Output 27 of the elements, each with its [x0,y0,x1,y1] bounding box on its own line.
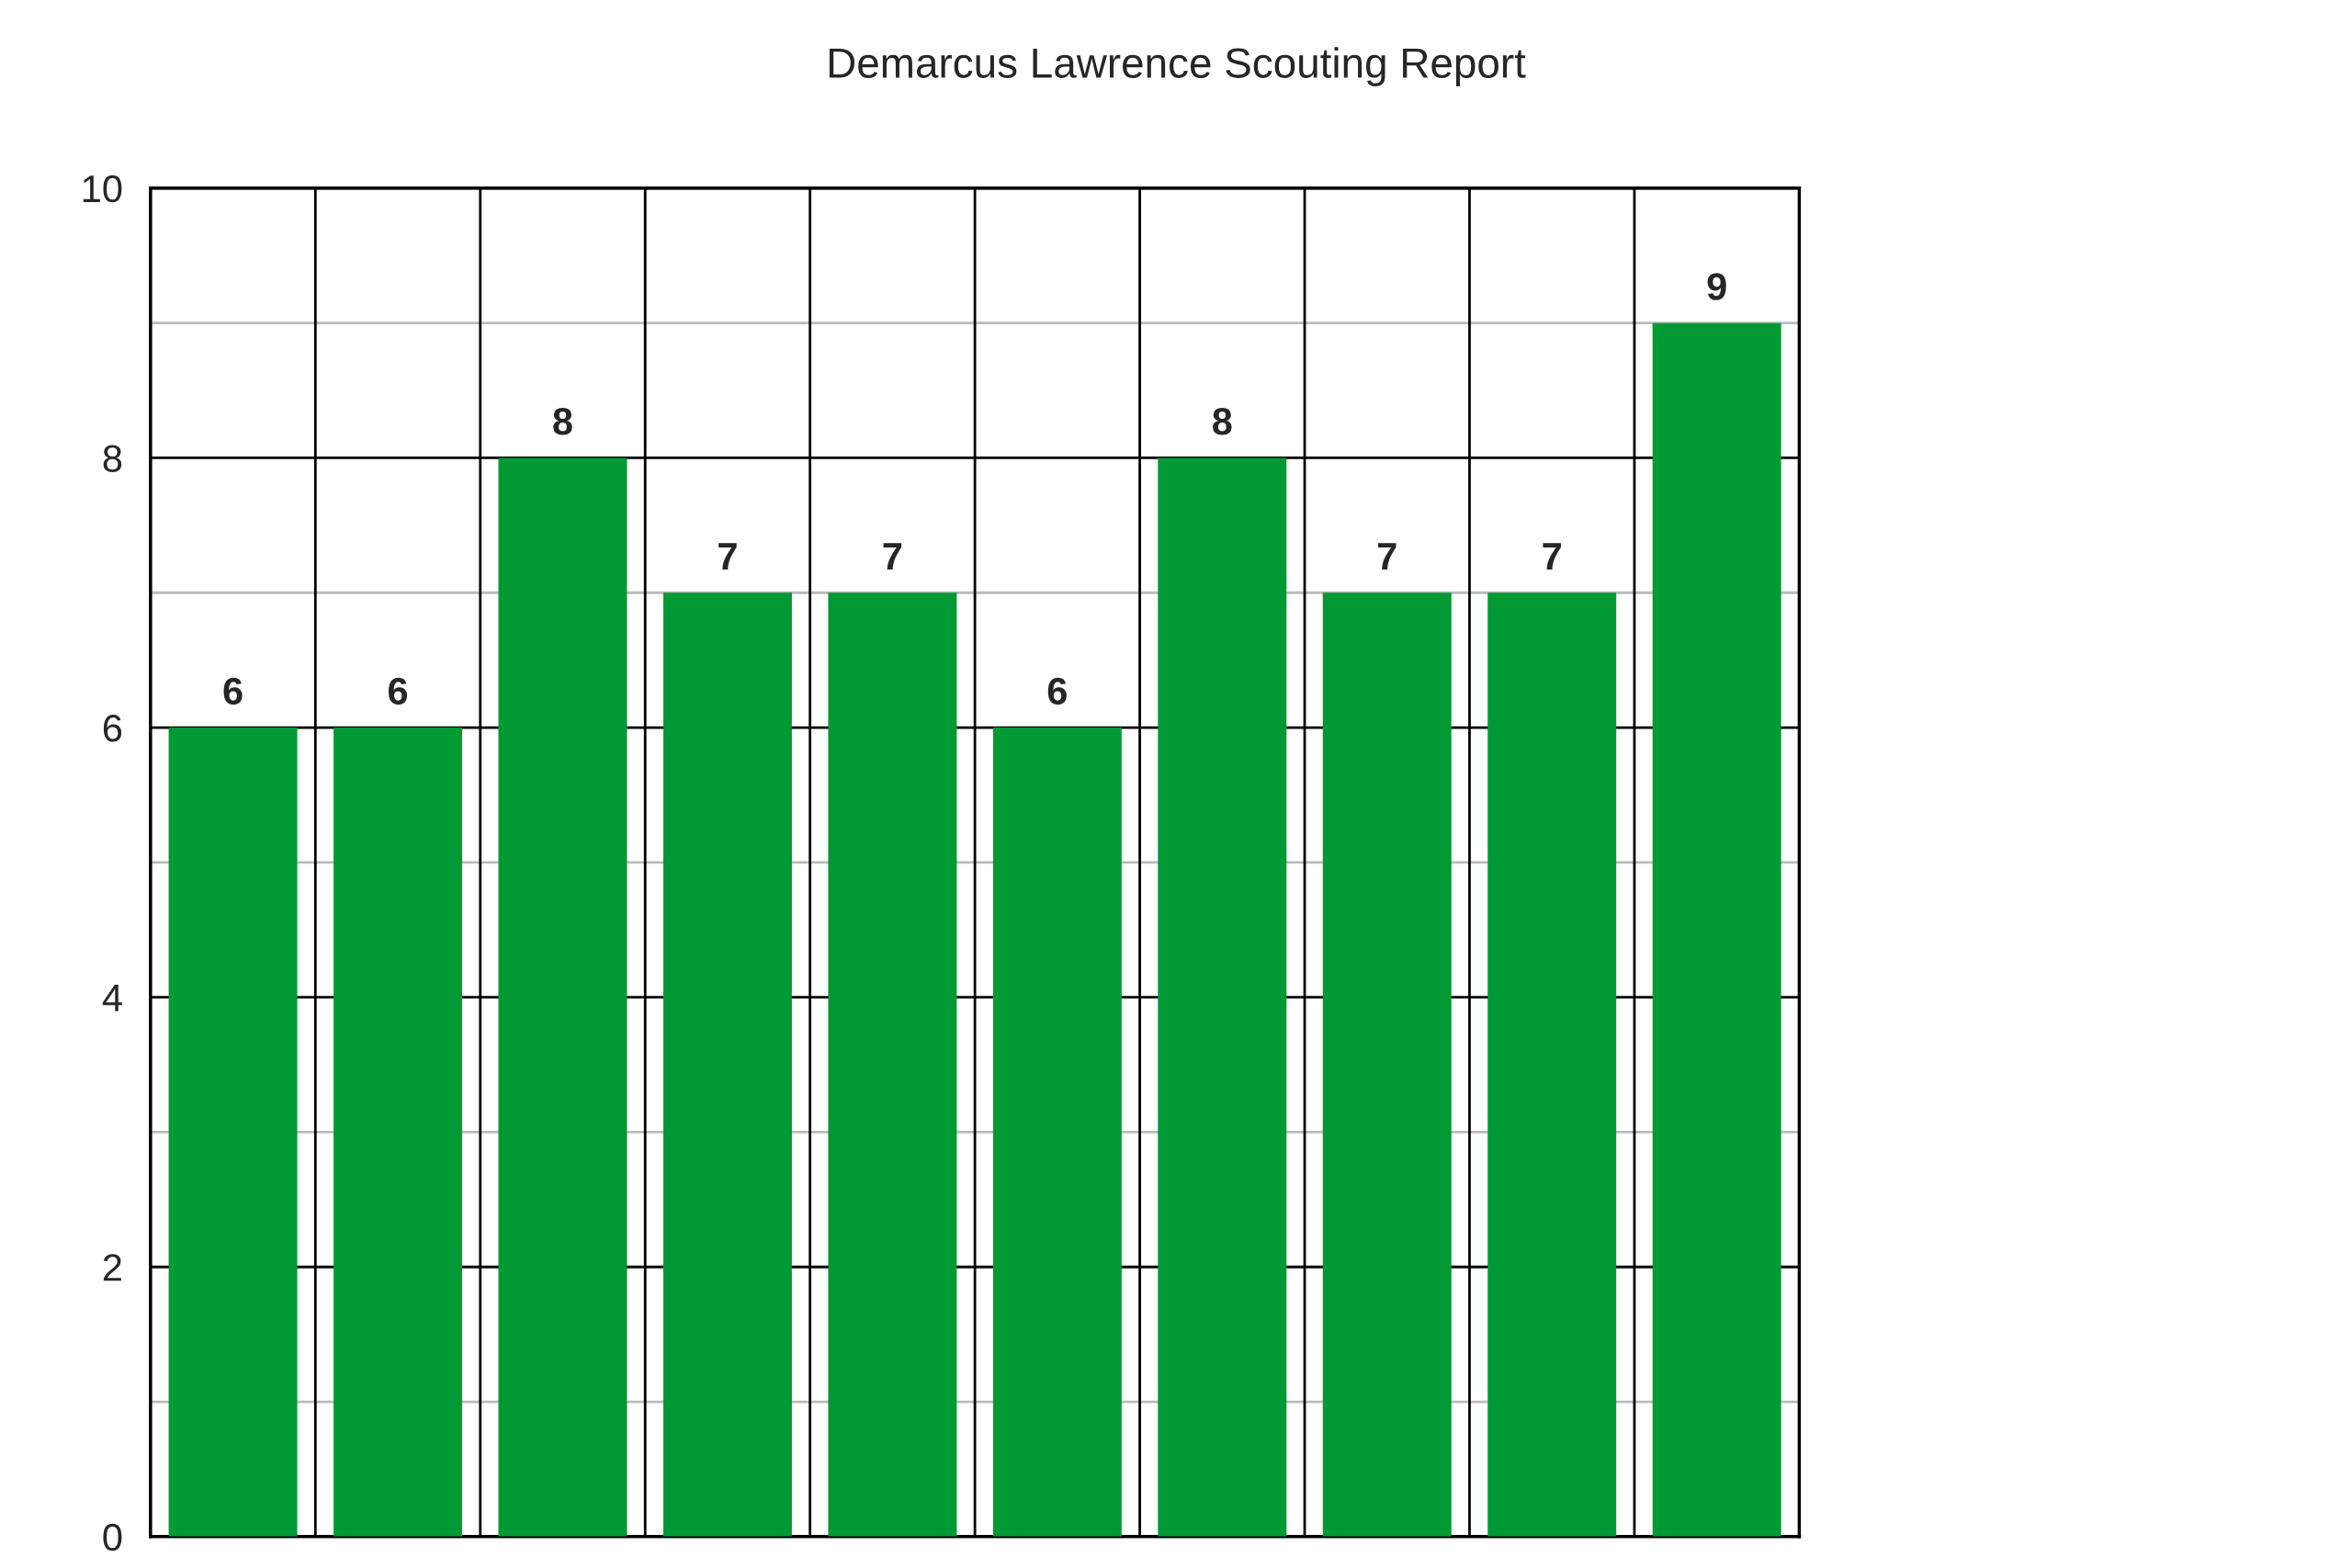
bar [662,592,792,1537]
bar [1158,457,1287,1537]
y-tick-label: 4 [102,985,122,1011]
y-tick-label: 10 [83,175,122,203]
data-label: 7 [1377,543,1396,570]
y-tick-label: 0 [103,1523,122,1551]
bar [334,728,463,1537]
bar [828,592,957,1537]
data-label: 8 [1213,408,1232,435]
bar [992,728,1122,1537]
y-tick-label: 8 [103,445,122,472]
data-label: 7 [883,543,902,570]
data-label: 7 [1543,543,1561,570]
chart-title: Demarcus Lawrence Scouting Report [829,47,1526,86]
bar [498,457,628,1537]
data-label: 9 [1707,273,1726,300]
data-label: 8 [553,408,572,435]
data-label: 6 [388,677,408,705]
data-label: 7 [718,543,737,570]
bar [1652,322,1781,1537]
y-tick-label: 2 [103,1254,121,1281]
y-tick-label: 6 [103,715,122,742]
data-label: 6 [223,677,243,705]
bar [1487,592,1617,1537]
bar [1322,592,1452,1537]
data-label: 6 [1047,677,1067,705]
bar [168,728,298,1537]
